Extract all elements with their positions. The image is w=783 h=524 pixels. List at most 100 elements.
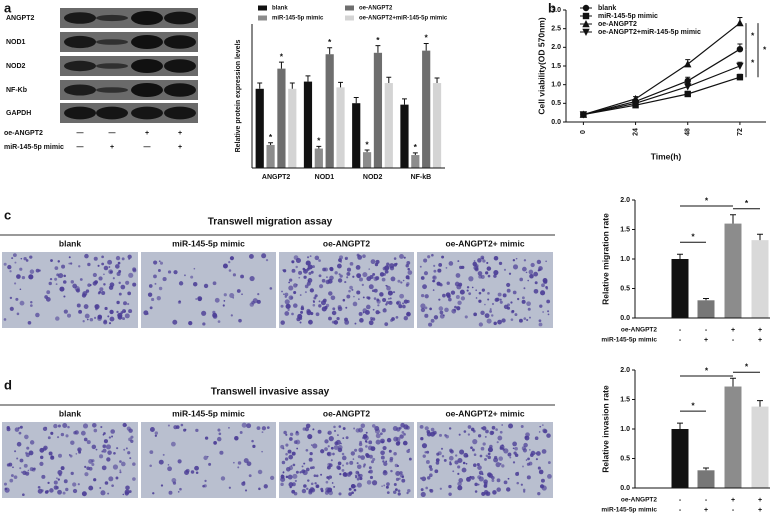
cell: [523, 317, 527, 320]
cell: [526, 475, 531, 480]
cell: [432, 275, 437, 280]
cell: [381, 277, 386, 282]
y-axis-label: Cell viability(OD 570nm): [536, 17, 546, 114]
cell: [23, 463, 28, 468]
cell: [287, 308, 290, 312]
condition-sign: -: [679, 507, 682, 514]
cell: [368, 268, 371, 270]
cell: [98, 276, 103, 281]
cell: [374, 262, 379, 267]
cell: [203, 283, 209, 289]
cell: [524, 435, 530, 441]
cell: [438, 263, 443, 267]
cell: [330, 295, 336, 301]
cell: [35, 312, 40, 318]
cell: [349, 460, 354, 465]
cell: [454, 460, 459, 465]
cell: [428, 322, 433, 327]
cell: [387, 290, 393, 296]
cell: [97, 316, 102, 321]
cell: [312, 428, 315, 431]
cell: [91, 444, 97, 450]
marker: [736, 46, 744, 53]
cell: [539, 425, 542, 428]
cell: [111, 484, 114, 488]
cell: [437, 268, 442, 273]
cell: [393, 451, 397, 456]
cell: [306, 308, 311, 314]
cell: [300, 306, 305, 311]
error-bar: [375, 45, 381, 53]
cell: [359, 318, 364, 323]
cell: [365, 304, 371, 310]
cell: [406, 299, 410, 304]
cell: [12, 466, 14, 469]
cell: [465, 462, 468, 465]
cell: [57, 478, 60, 481]
cell: [332, 307, 336, 311]
blot-band: [131, 106, 163, 120]
cell: [423, 271, 429, 276]
cell: [101, 465, 107, 471]
cell: [105, 444, 111, 450]
cell: [202, 322, 206, 326]
cell: [233, 461, 235, 464]
cell: [491, 302, 495, 306]
cell: [246, 461, 252, 467]
cell: [454, 305, 457, 309]
cell: [368, 320, 374, 326]
cell: [314, 255, 320, 261]
significance-mark: *: [414, 142, 418, 152]
cell: [372, 457, 376, 461]
cell: [93, 428, 98, 433]
cell: [491, 479, 495, 483]
cell: [393, 482, 397, 486]
cell: [256, 299, 261, 304]
error-bar: [386, 76, 392, 84]
cell: [466, 286, 470, 289]
cell: [369, 274, 374, 280]
cell: [284, 457, 289, 461]
cell: [60, 466, 65, 471]
cell: [27, 469, 30, 472]
cell: [285, 475, 289, 479]
cell: [50, 431, 54, 435]
marker: [684, 77, 691, 85]
cell: [356, 253, 360, 257]
condition-sign: —: [109, 130, 116, 137]
cell: [100, 490, 106, 496]
cell: [54, 266, 59, 270]
cell: [19, 458, 24, 463]
cell: [525, 459, 528, 461]
cell: [375, 310, 380, 315]
blot-strip: [60, 103, 198, 123]
cell: [285, 443, 289, 447]
cell: [116, 300, 120, 305]
cell: [326, 276, 328, 278]
cell: [167, 424, 170, 427]
cell: [331, 482, 334, 484]
cell: [542, 428, 547, 433]
cell: [119, 460, 122, 463]
y-tick-label: 1.5: [620, 226, 630, 233]
cell: [55, 486, 59, 490]
cell: [228, 426, 230, 429]
cell: [526, 301, 531, 307]
cell: [533, 271, 539, 277]
blot-band: [164, 59, 196, 73]
cell: [457, 457, 463, 463]
cell: [153, 274, 157, 279]
cell: [298, 270, 303, 275]
cell: [487, 472, 492, 478]
cell: [475, 264, 479, 268]
cell: [20, 257, 23, 260]
cell: [470, 475, 475, 480]
cell: [130, 439, 134, 443]
significance-mark: *: [763, 44, 767, 54]
cell: [420, 491, 426, 497]
y-tick-label: 0.0: [620, 485, 630, 492]
blot-label: NF-Kb: [6, 87, 27, 94]
cell: [512, 447, 515, 450]
cell: [395, 315, 399, 319]
cell: [388, 300, 393, 305]
